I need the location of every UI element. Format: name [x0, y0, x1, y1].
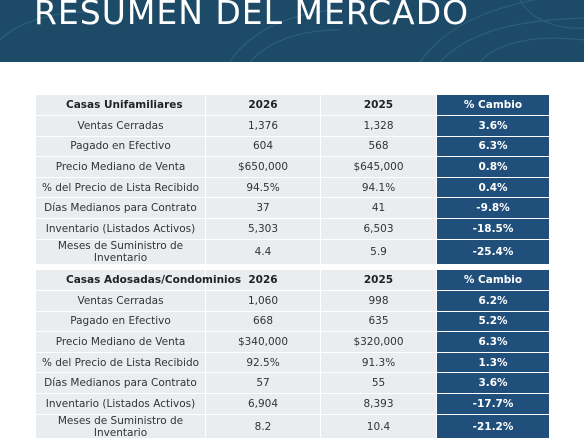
cell: 41 [320, 197, 437, 219]
data-table: Casas Adosadas/Condominios 2026 2025% Camb… [35, 269, 550, 438]
cell: 3.6% [436, 115, 550, 137]
cell: 92.5% [205, 351, 321, 374]
row-label: Inventario (Listados Activos) [35, 392, 206, 415]
header-cell: % Cambio [436, 94, 550, 116]
cell: $650,000 [205, 156, 321, 178]
table-row: Ventas Cerradas 1,376 1,328 3.6% [35, 115, 550, 137]
row-label: Precio Mediano de Venta [35, 331, 206, 353]
cell: 8.2 [205, 413, 321, 438]
cell: $320,000 [320, 331, 437, 353]
table-row: Ventas Cerradas 1,060 998 6.2% [35, 290, 550, 312]
table-row: % del Precio de Lista Recibido 92.5% 91.3%… [35, 351, 550, 374]
cell: -9.8% [436, 197, 550, 219]
cell: 10.4 [320, 413, 437, 438]
table-row: Pagado en Efectivo 668 635 5.2% [35, 310, 550, 333]
cell: 1,376 [205, 115, 321, 137]
header-cell: 2026 [205, 94, 321, 116]
cell: 37 [205, 197, 321, 219]
cell: 0.4% [436, 176, 550, 199]
row-label: Pagado en Efectivo [35, 135, 206, 158]
cell: 5,303 [205, 217, 321, 240]
cell: 6,904 [205, 392, 321, 415]
row-label: Pagado en Efectivo [35, 310, 206, 333]
cell: 998 [320, 290, 437, 312]
cell: 4.4 [205, 238, 321, 265]
row-label: Meses de Suministro de Inventario [35, 413, 206, 438]
table-row: Inventario (Listados Activos) 5,303 6,503-… [35, 217, 550, 240]
header-row: Casas Unifamiliares 2026 2025% Cambio [35, 94, 550, 116]
header-cell: Casas Unifamiliares [35, 94, 206, 116]
banner: RESUMEN DEL MERCADO [0, 0, 584, 62]
cell: 94.1% [320, 176, 437, 199]
cell: -25.4% [436, 238, 550, 265]
cell: 1.3% [436, 351, 550, 374]
table-row: Meses de Suministro de Inventario 4.4 5.9-… [35, 238, 550, 265]
row-label: % del Precio de Lista Recibido [35, 176, 206, 199]
table-row: Pagado en Efectivo 604 568 6.3% [35, 135, 550, 158]
header-cell: 2026 [205, 269, 321, 291]
cell: $645,000 [320, 156, 437, 178]
cell: 635 [320, 310, 437, 333]
table-row: Precio Mediano de Venta $340,000 $320,000 6… [35, 331, 550, 353]
cell: $340,000 [205, 331, 321, 353]
header-cell: % Cambio [436, 269, 550, 291]
cell: 6.3% [436, 135, 550, 158]
table-row: Inventario (Listados Activos) 6,904 8,393-… [35, 392, 550, 415]
cell: 55 [320, 372, 437, 394]
cell: 668 [205, 310, 321, 333]
table-row: Días Medianos para Contrato 57 55 3.6% [35, 372, 550, 394]
cell: 568 [320, 135, 437, 158]
cell: -18.5% [436, 217, 550, 240]
header-row: Casas Adosadas/Condominios 2026 2025% Camb… [35, 269, 550, 291]
data-table: Casas Unifamiliares 2026 2025% Cambio Venta… [35, 94, 550, 265]
cell: 57 [205, 372, 321, 394]
row-label: Días Medianos para Contrato [35, 372, 206, 394]
row-label: Ventas Cerradas [35, 115, 206, 137]
header-cell: Casas Adosadas/Condominios [35, 269, 241, 291]
row-label: % del Precio de Lista Recibido [35, 351, 206, 374]
cell: 3.6% [436, 372, 550, 394]
table-row: Meses de Suministro de Inventario 8.2 10.4… [35, 413, 550, 438]
header-cell: 2025 [320, 269, 437, 291]
row-label: Inventario (Listados Activos) [35, 217, 206, 240]
row-label: Ventas Cerradas [35, 290, 206, 312]
row-label: Precio Mediano de Venta [35, 156, 206, 178]
title: RESUMEN DEL MERCADO [34, 0, 470, 32]
cell: 94.5% [205, 176, 321, 199]
row-label: Meses de Suministro de Inventario [35, 238, 206, 265]
cell: 6.3% [436, 331, 550, 353]
row-label: Días Medianos para Contrato [35, 197, 206, 219]
leaf-pattern [0, 0, 584, 62]
cell: 604 [205, 135, 321, 158]
cell: 0.8% [436, 156, 550, 178]
cell: 5.9 [320, 238, 437, 265]
header-cell: 2025 [320, 94, 437, 116]
table-row: Días Medianos para Contrato 37 41 -9.8% [35, 197, 550, 219]
cell: 1,328 [320, 115, 437, 137]
table-row: % del Precio de Lista Recibido 94.5% 94.1%… [35, 176, 550, 199]
cell: 6,503 [320, 217, 437, 240]
cell: -21.2% [436, 413, 550, 438]
cell: 91.3% [320, 351, 437, 374]
cell: 6.2% [436, 290, 550, 312]
cell: 5.2% [436, 310, 550, 333]
table-row: Precio Mediano de Venta $650,000 $645,000 0… [35, 156, 550, 178]
cell: 1,060 [205, 290, 321, 312]
cell: 8,393 [320, 392, 437, 415]
cell: -17.7% [436, 392, 550, 415]
